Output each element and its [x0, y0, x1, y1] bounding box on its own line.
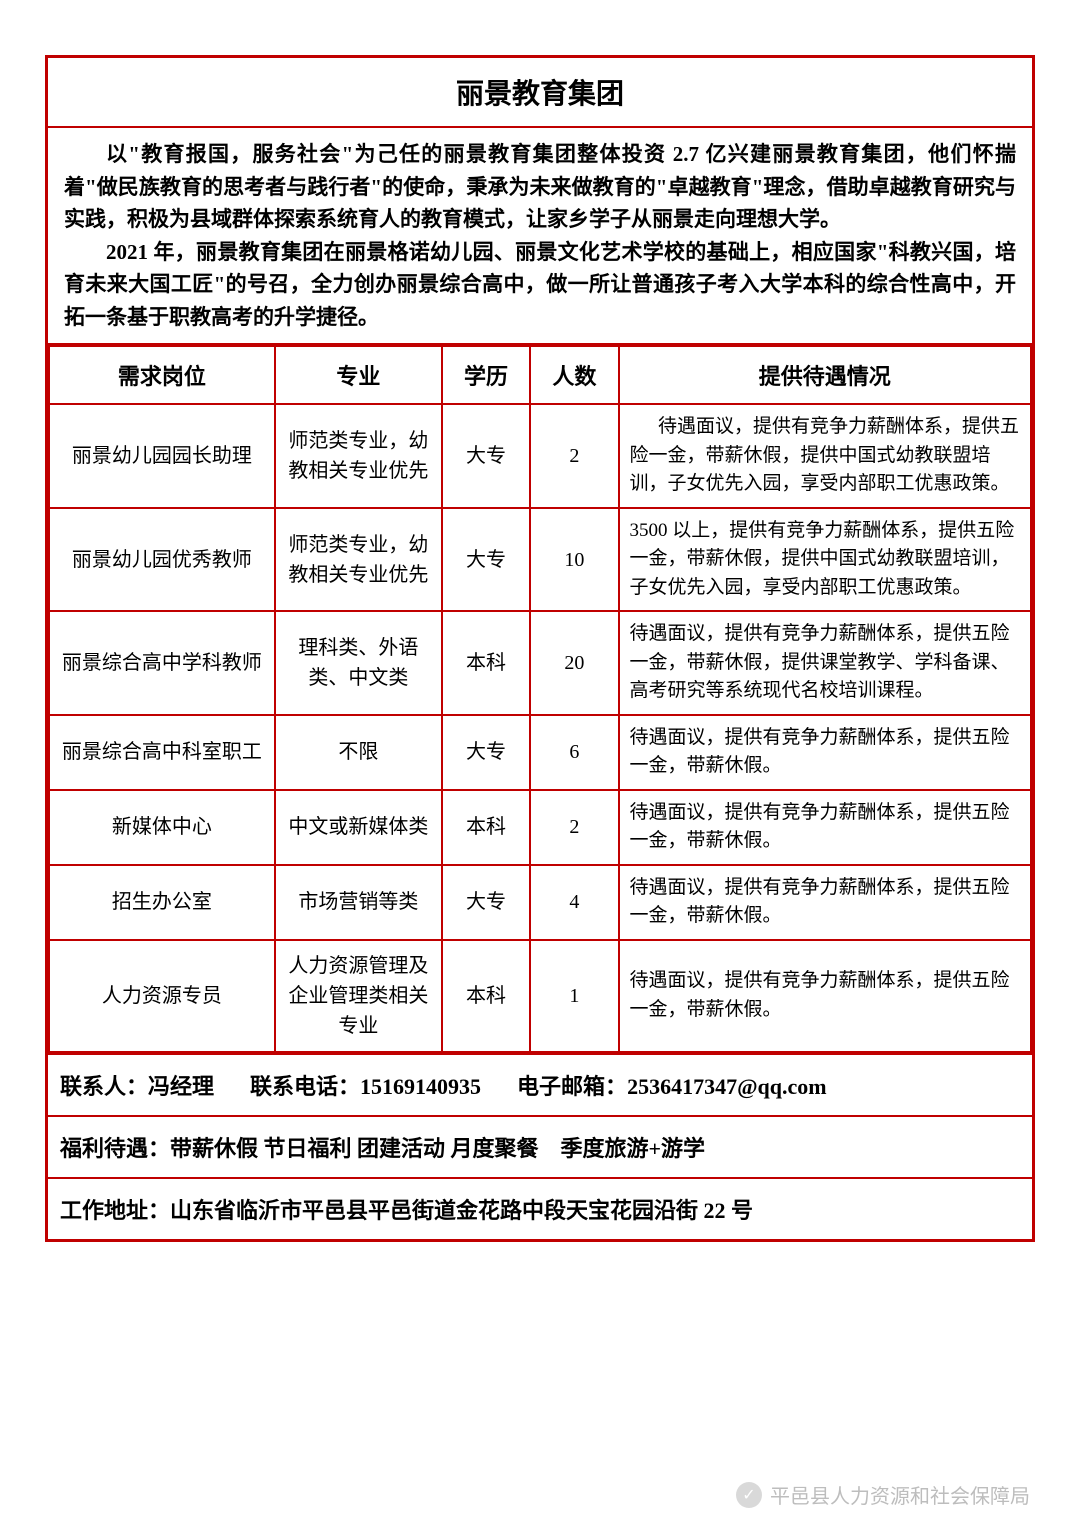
cell-count: 6	[530, 715, 618, 790]
cell-position: 丽景综合高中学科教师	[49, 611, 275, 715]
cell-major: 中文或新媒体类	[275, 790, 442, 865]
table-row: 丽景综合高中学科教师理科类、外语类、中文类本科20待遇面议，提供有竞争力薪酬体系…	[49, 611, 1031, 715]
welfare-row: 福利待遇：带薪休假 节日福利 团建活动 月度聚餐 季度旅游+游学	[48, 1115, 1032, 1177]
header-position: 需求岗位	[49, 346, 275, 404]
cell-benefit: 3500 以上，提供有竞争力薪酬体系，提供五险一金，带薪休假，提供中国式幼教联盟…	[619, 508, 1031, 612]
cell-education: 本科	[442, 611, 530, 715]
cell-education: 本科	[442, 790, 530, 865]
cell-position: 招生办公室	[49, 865, 275, 940]
cell-position: 丽景幼儿园优秀教师	[49, 508, 275, 612]
document-container: 丽景教育集团 以"教育报国，服务社会"为己任的丽景教育集团整体投资 2.7 亿兴…	[45, 55, 1035, 1242]
contact-person: 联系人：冯经理	[60, 1069, 214, 1101]
intro-paragraph-2: 2021 年，丽景教育集团在丽景格诺幼儿园、丽景文化艺术学校的基础上，相应国家"…	[64, 236, 1016, 334]
cell-education: 大专	[442, 508, 530, 612]
document-title: 丽景教育集团	[48, 58, 1032, 128]
cell-education: 大专	[442, 715, 530, 790]
cell-count: 20	[530, 611, 618, 715]
wechat-icon: ✓	[736, 1482, 762, 1508]
intro-paragraph-1: 以"教育报国，服务社会"为己任的丽景教育集团整体投资 2.7 亿兴建丽景教育集团…	[64, 138, 1016, 236]
contact-row: 联系人：冯经理 联系电话：15169140935 电子邮箱：2536417347…	[48, 1053, 1032, 1115]
cell-count: 10	[530, 508, 618, 612]
header-education: 学历	[442, 346, 530, 404]
table-row: 丽景综合高中科室职工不限大专6待遇面议，提供有竞争力薪酬体系，提供五险一金，带薪…	[49, 715, 1031, 790]
cell-position: 丽景幼儿园园长助理	[49, 404, 275, 508]
table-row: 新媒体中心中文或新媒体类本科2待遇面议，提供有竞争力薪酬体系，提供五险一金，带薪…	[49, 790, 1031, 865]
recruitment-table: 需求岗位 专业 学历 人数 提供待遇情况 丽景幼儿园园长助理师范类专业，幼教相关…	[48, 345, 1032, 1053]
cell-count: 2	[530, 404, 618, 508]
cell-position: 新媒体中心	[49, 790, 275, 865]
cell-education: 大专	[442, 865, 530, 940]
address-row: 工作地址：山东省临沂市平邑县平邑街道金花路中段天宝花园沿街 22 号	[48, 1177, 1032, 1239]
cell-major: 师范类专业，幼教相关专业优先	[275, 508, 442, 612]
cell-major: 师范类专业，幼教相关专业优先	[275, 404, 442, 508]
cell-major: 不限	[275, 715, 442, 790]
cell-benefit: 待遇面议，提供有竞争力薪酬体系，提供五险一金，带薪休假。	[619, 715, 1031, 790]
table-row: 人力资源专员人力资源管理及企业管理类相关专业本科1待遇面议，提供有竞争力薪酬体系…	[49, 940, 1031, 1052]
watermark-text: 平邑县人力资源和社会保障局	[770, 1480, 1030, 1509]
cell-count: 4	[530, 865, 618, 940]
cell-major: 人力资源管理及企业管理类相关专业	[275, 940, 442, 1052]
table-row: 丽景幼儿园园长助理师范类专业，幼教相关专业优先大专2待遇面议，提供有竞争力薪酬体…	[49, 404, 1031, 508]
header-count: 人数	[530, 346, 618, 404]
table-row: 招生办公室市场营销等类大专4待遇面议，提供有竞争力薪酬体系，提供五险一金，带薪休…	[49, 865, 1031, 940]
cell-benefit: 待遇面议，提供有竞争力薪酬体系，提供五险一金，带薪休假。	[619, 940, 1031, 1052]
cell-position: 人力资源专员	[49, 940, 275, 1052]
intro-section: 以"教育报国，服务社会"为己任的丽景教育集团整体投资 2.7 亿兴建丽景教育集团…	[48, 128, 1032, 345]
cell-count: 1	[530, 940, 618, 1052]
contact-email: 电子邮箱：2536417347@qq.com	[517, 1069, 827, 1101]
watermark: ✓ 平邑县人力资源和社会保障局	[736, 1480, 1030, 1509]
cell-benefit: 待遇面议，提供有竞争力薪酬体系，提供五险一金，带薪休假，提供课堂教学、学科备课、…	[619, 611, 1031, 715]
cell-position: 丽景综合高中科室职工	[49, 715, 275, 790]
header-benefit: 提供待遇情况	[619, 346, 1031, 404]
cell-benefit: 待遇面议，提供有竞争力薪酬体系，提供五险一金，带薪休假，提供中国式幼教联盟培训，…	[619, 404, 1031, 508]
cell-count: 2	[530, 790, 618, 865]
cell-education: 本科	[442, 940, 530, 1052]
cell-major: 市场营销等类	[275, 865, 442, 940]
contact-phone: 联系电话：15169140935	[250, 1069, 481, 1101]
table-header-row: 需求岗位 专业 学历 人数 提供待遇情况	[49, 346, 1031, 404]
cell-major: 理科类、外语类、中文类	[275, 611, 442, 715]
header-major: 专业	[275, 346, 442, 404]
cell-benefit: 待遇面议，提供有竞争力薪酬体系，提供五险一金，带薪休假。	[619, 865, 1031, 940]
cell-benefit: 待遇面议，提供有竞争力薪酬体系，提供五险一金，带薪休假。	[619, 790, 1031, 865]
table-row: 丽景幼儿园优秀教师师范类专业，幼教相关专业优先大专103500 以上，提供有竞争…	[49, 508, 1031, 612]
cell-education: 大专	[442, 404, 530, 508]
